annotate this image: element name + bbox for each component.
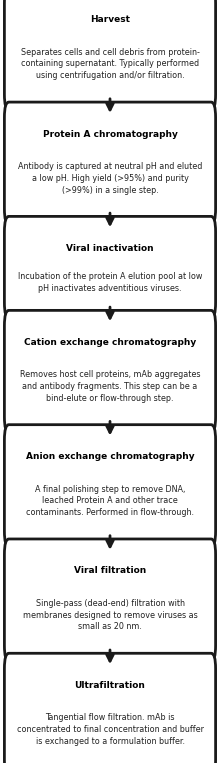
FancyBboxPatch shape — [4, 425, 216, 546]
FancyBboxPatch shape — [4, 0, 216, 110]
FancyBboxPatch shape — [4, 102, 216, 224]
Text: A final polishing step to remove DNA,
leached Protein A and other trace
contamin: A final polishing step to remove DNA, le… — [26, 485, 194, 517]
Text: Incubation of the protein A elution pool at low
pH inactivates adventitious viru: Incubation of the protein A elution pool… — [18, 272, 202, 293]
Text: Protein A chromatography: Protein A chromatography — [42, 130, 178, 139]
Text: Harvest: Harvest — [90, 15, 130, 24]
Text: Ultrafiltration: Ultrafiltration — [75, 681, 145, 690]
Text: Removes host cell proteins, mAb aggregates
and antibody fragments. This step can: Removes host cell proteins, mAb aggregat… — [20, 370, 200, 403]
Text: Viral inactivation: Viral inactivation — [66, 244, 154, 253]
Text: Anion exchange chromatography: Anion exchange chromatography — [26, 452, 194, 461]
Text: Cation exchange chromatography: Cation exchange chromatography — [24, 338, 196, 347]
Text: Antibody is captured at neutral pH and eluted
a low pH. High yield (>95%) and pu: Antibody is captured at neutral pH and e… — [18, 162, 202, 195]
FancyBboxPatch shape — [4, 217, 216, 318]
Text: Tangential flow filtration. mAb is
concentrated to final concentration and buffe: Tangential flow filtration. mAb is conce… — [16, 713, 204, 745]
Text: Single-pass (dead-end) filtration with
membranes designed to remove viruses as
s: Single-pass (dead-end) filtration with m… — [23, 599, 197, 632]
FancyBboxPatch shape — [4, 653, 216, 763]
FancyBboxPatch shape — [4, 311, 216, 433]
FancyBboxPatch shape — [4, 539, 216, 661]
Text: Viral filtration: Viral filtration — [74, 566, 146, 575]
Text: Separates cells and cell debris from protein-
containing supernatant. Typically : Separates cells and cell debris from pro… — [20, 48, 200, 80]
